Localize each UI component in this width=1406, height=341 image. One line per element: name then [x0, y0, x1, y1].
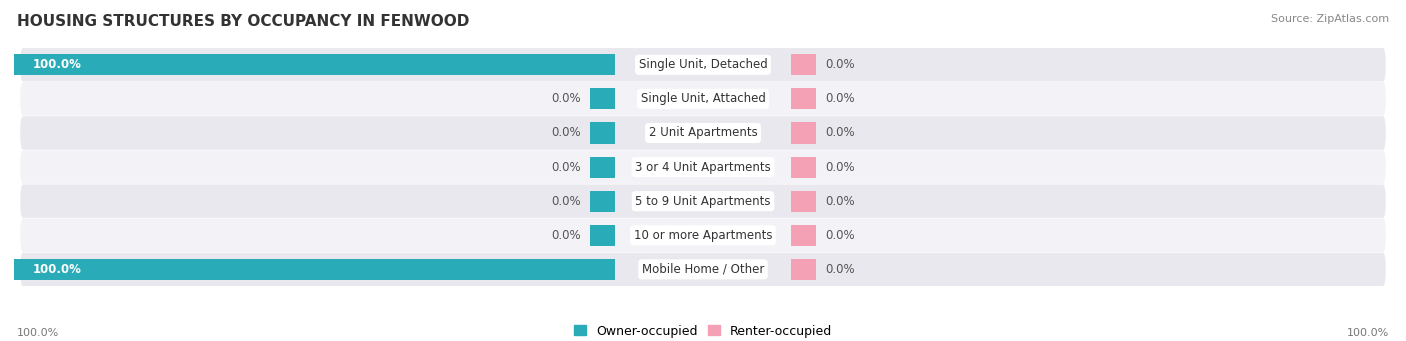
- FancyBboxPatch shape: [20, 48, 1386, 81]
- FancyBboxPatch shape: [20, 219, 1386, 252]
- Text: 2 Unit Apartments: 2 Unit Apartments: [648, 127, 758, 139]
- Text: 0.0%: 0.0%: [825, 58, 855, 71]
- Text: 0.0%: 0.0%: [825, 263, 855, 276]
- Bar: [0, 54, 616, 75]
- Bar: [0, 259, 616, 280]
- Text: 3 or 4 Unit Apartments: 3 or 4 Unit Apartments: [636, 161, 770, 174]
- Bar: [790, 54, 815, 75]
- Bar: [591, 157, 616, 178]
- Text: Source: ZipAtlas.com: Source: ZipAtlas.com: [1271, 14, 1389, 24]
- Text: 0.0%: 0.0%: [551, 229, 581, 242]
- FancyBboxPatch shape: [20, 184, 1386, 218]
- Bar: [790, 191, 815, 212]
- Text: 0.0%: 0.0%: [825, 92, 855, 105]
- FancyBboxPatch shape: [20, 82, 1386, 116]
- Text: Single Unit, Attached: Single Unit, Attached: [641, 92, 765, 105]
- Text: 100.0%: 100.0%: [32, 263, 82, 276]
- FancyBboxPatch shape: [20, 116, 1386, 150]
- Text: 100.0%: 100.0%: [1347, 328, 1389, 338]
- Text: 0.0%: 0.0%: [825, 195, 855, 208]
- Legend: Owner-occupied, Renter-occupied: Owner-occupied, Renter-occupied: [568, 320, 838, 341]
- Text: 100.0%: 100.0%: [17, 328, 59, 338]
- Bar: [591, 191, 616, 212]
- Bar: [591, 54, 616, 75]
- Bar: [591, 88, 616, 109]
- Text: Single Unit, Detached: Single Unit, Detached: [638, 58, 768, 71]
- FancyBboxPatch shape: [20, 150, 1386, 184]
- Text: 0.0%: 0.0%: [551, 161, 581, 174]
- Text: 0.0%: 0.0%: [825, 161, 855, 174]
- Text: 0.0%: 0.0%: [825, 127, 855, 139]
- Bar: [790, 88, 815, 109]
- Bar: [790, 225, 815, 246]
- Bar: [591, 225, 616, 246]
- Text: 100.0%: 100.0%: [32, 58, 82, 71]
- Text: 0.0%: 0.0%: [825, 229, 855, 242]
- Text: 10 or more Apartments: 10 or more Apartments: [634, 229, 772, 242]
- Bar: [591, 259, 616, 280]
- Text: 0.0%: 0.0%: [551, 92, 581, 105]
- Text: 0.0%: 0.0%: [551, 195, 581, 208]
- Bar: [790, 259, 815, 280]
- Bar: [790, 122, 815, 144]
- FancyBboxPatch shape: [20, 253, 1386, 286]
- Text: HOUSING STRUCTURES BY OCCUPANCY IN FENWOOD: HOUSING STRUCTURES BY OCCUPANCY IN FENWO…: [17, 14, 470, 29]
- Text: Mobile Home / Other: Mobile Home / Other: [641, 263, 765, 276]
- Text: 5 to 9 Unit Apartments: 5 to 9 Unit Apartments: [636, 195, 770, 208]
- Bar: [790, 157, 815, 178]
- Bar: [591, 122, 616, 144]
- Text: 0.0%: 0.0%: [551, 127, 581, 139]
